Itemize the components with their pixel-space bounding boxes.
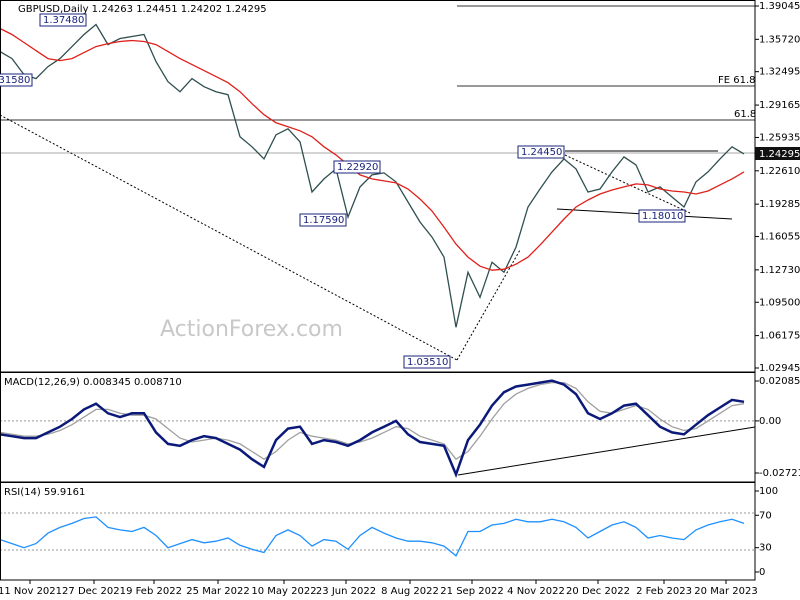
price-label-box: [0, 73, 33, 87]
price-label-box: [39, 13, 87, 27]
y-tick-label: 0.020858: [759, 376, 800, 387]
price-label: 1.22920: [337, 162, 378, 173]
y-tick-label: 0: [759, 567, 765, 578]
rsi-title: RSI(14) 59.9161: [4, 487, 85, 498]
y-tick-label: 70: [759, 510, 772, 521]
y-tick-label: 1.12730: [759, 265, 800, 276]
price-label: 1.24450: [521, 147, 562, 158]
price-label-box: [403, 355, 451, 369]
x-tick-label: 23 Jun 2022: [316, 586, 376, 597]
x-tick-label: 4 Nov 2022: [507, 586, 565, 597]
price-label-box: [638, 209, 686, 223]
chart-title: GBPUSD,Daily 1.24263 1.24451 1.24202 1.2…: [18, 4, 267, 15]
fe-label: FE 61.8: [718, 75, 756, 86]
y-tick-label: 1.29165: [759, 100, 800, 111]
price-label: 1.03510: [407, 357, 448, 368]
y-tick-label: 1.22610: [759, 166, 800, 177]
y-tick-label: 30: [759, 543, 772, 554]
price-label-box: [299, 213, 347, 227]
x-tick-label: 27 Dec 2021: [62, 586, 126, 597]
trend-line: [456, 249, 521, 361]
y-tick-label: 1.06175: [759, 331, 800, 342]
trend-line: [0, 114, 458, 361]
y-tick-label: 1.25935: [759, 132, 800, 143]
y-tick-label: 1.09500: [759, 297, 800, 308]
y-tick-label: 1.39045: [759, 1, 800, 12]
y-tick-label: 1.16055: [759, 232, 800, 243]
fib-label: 61.8: [734, 109, 756, 120]
x-tick-label: 9 Feb 2022: [126, 586, 182, 597]
x-tick-label: 21 Sep 2022: [440, 586, 503, 597]
price-label-box: [333, 160, 381, 174]
price-label: 1.31580: [0, 75, 30, 86]
price-label: 1.18010: [642, 211, 683, 222]
x-tick-label: 25 Mar 2022: [186, 586, 249, 597]
y-tick-label: 1.35720: [759, 34, 800, 45]
series-line: [0, 381, 745, 461]
price-label: 1.37480: [43, 15, 84, 26]
y-tick-label: 1.02945: [759, 363, 800, 374]
last-price-box: [755, 147, 800, 160]
last-price: 1.24295: [759, 149, 800, 160]
price-label-box: [517, 145, 565, 159]
x-tick-label: 11 Nov 2021: [0, 586, 62, 597]
y-tick-label: 1.19285: [759, 199, 800, 210]
series-line: [0, 27, 745, 271]
trend-line: [564, 154, 691, 214]
rsi-panel: [0, 482, 756, 581]
watermark: ActionForex.com: [160, 317, 343, 342]
y-tick-label: 0.00: [759, 416, 781, 427]
annotations: 1.37480 1.31580 1.22920 1.17590 1.03510 1.244…: [0, 13, 686, 369]
y-tick-label: 100: [759, 486, 778, 497]
y-tick-label: 1.32495: [759, 67, 800, 78]
x-tick-label: 8 Aug 2022: [381, 586, 439, 597]
y-tick-label: -0.027213: [759, 468, 800, 479]
marks: [0, 23, 745, 557]
x-tick-label: 2 Feb 2023: [636, 586, 692, 597]
macd-trend-line: [457, 426, 756, 476]
series-line: [0, 379, 745, 478]
x-tick-label: 20 Mar 2023: [694, 586, 757, 597]
x-tick-label: 20 Dec 2022: [566, 586, 630, 597]
series-line: [0, 23, 745, 328]
price-label: 1.17590: [303, 215, 344, 226]
series-line: [0, 516, 745, 557]
macd-title: MACD(12,26,9) 0.008345 0.008710: [4, 377, 182, 388]
x-tick-label: 10 May 2022: [251, 586, 316, 597]
